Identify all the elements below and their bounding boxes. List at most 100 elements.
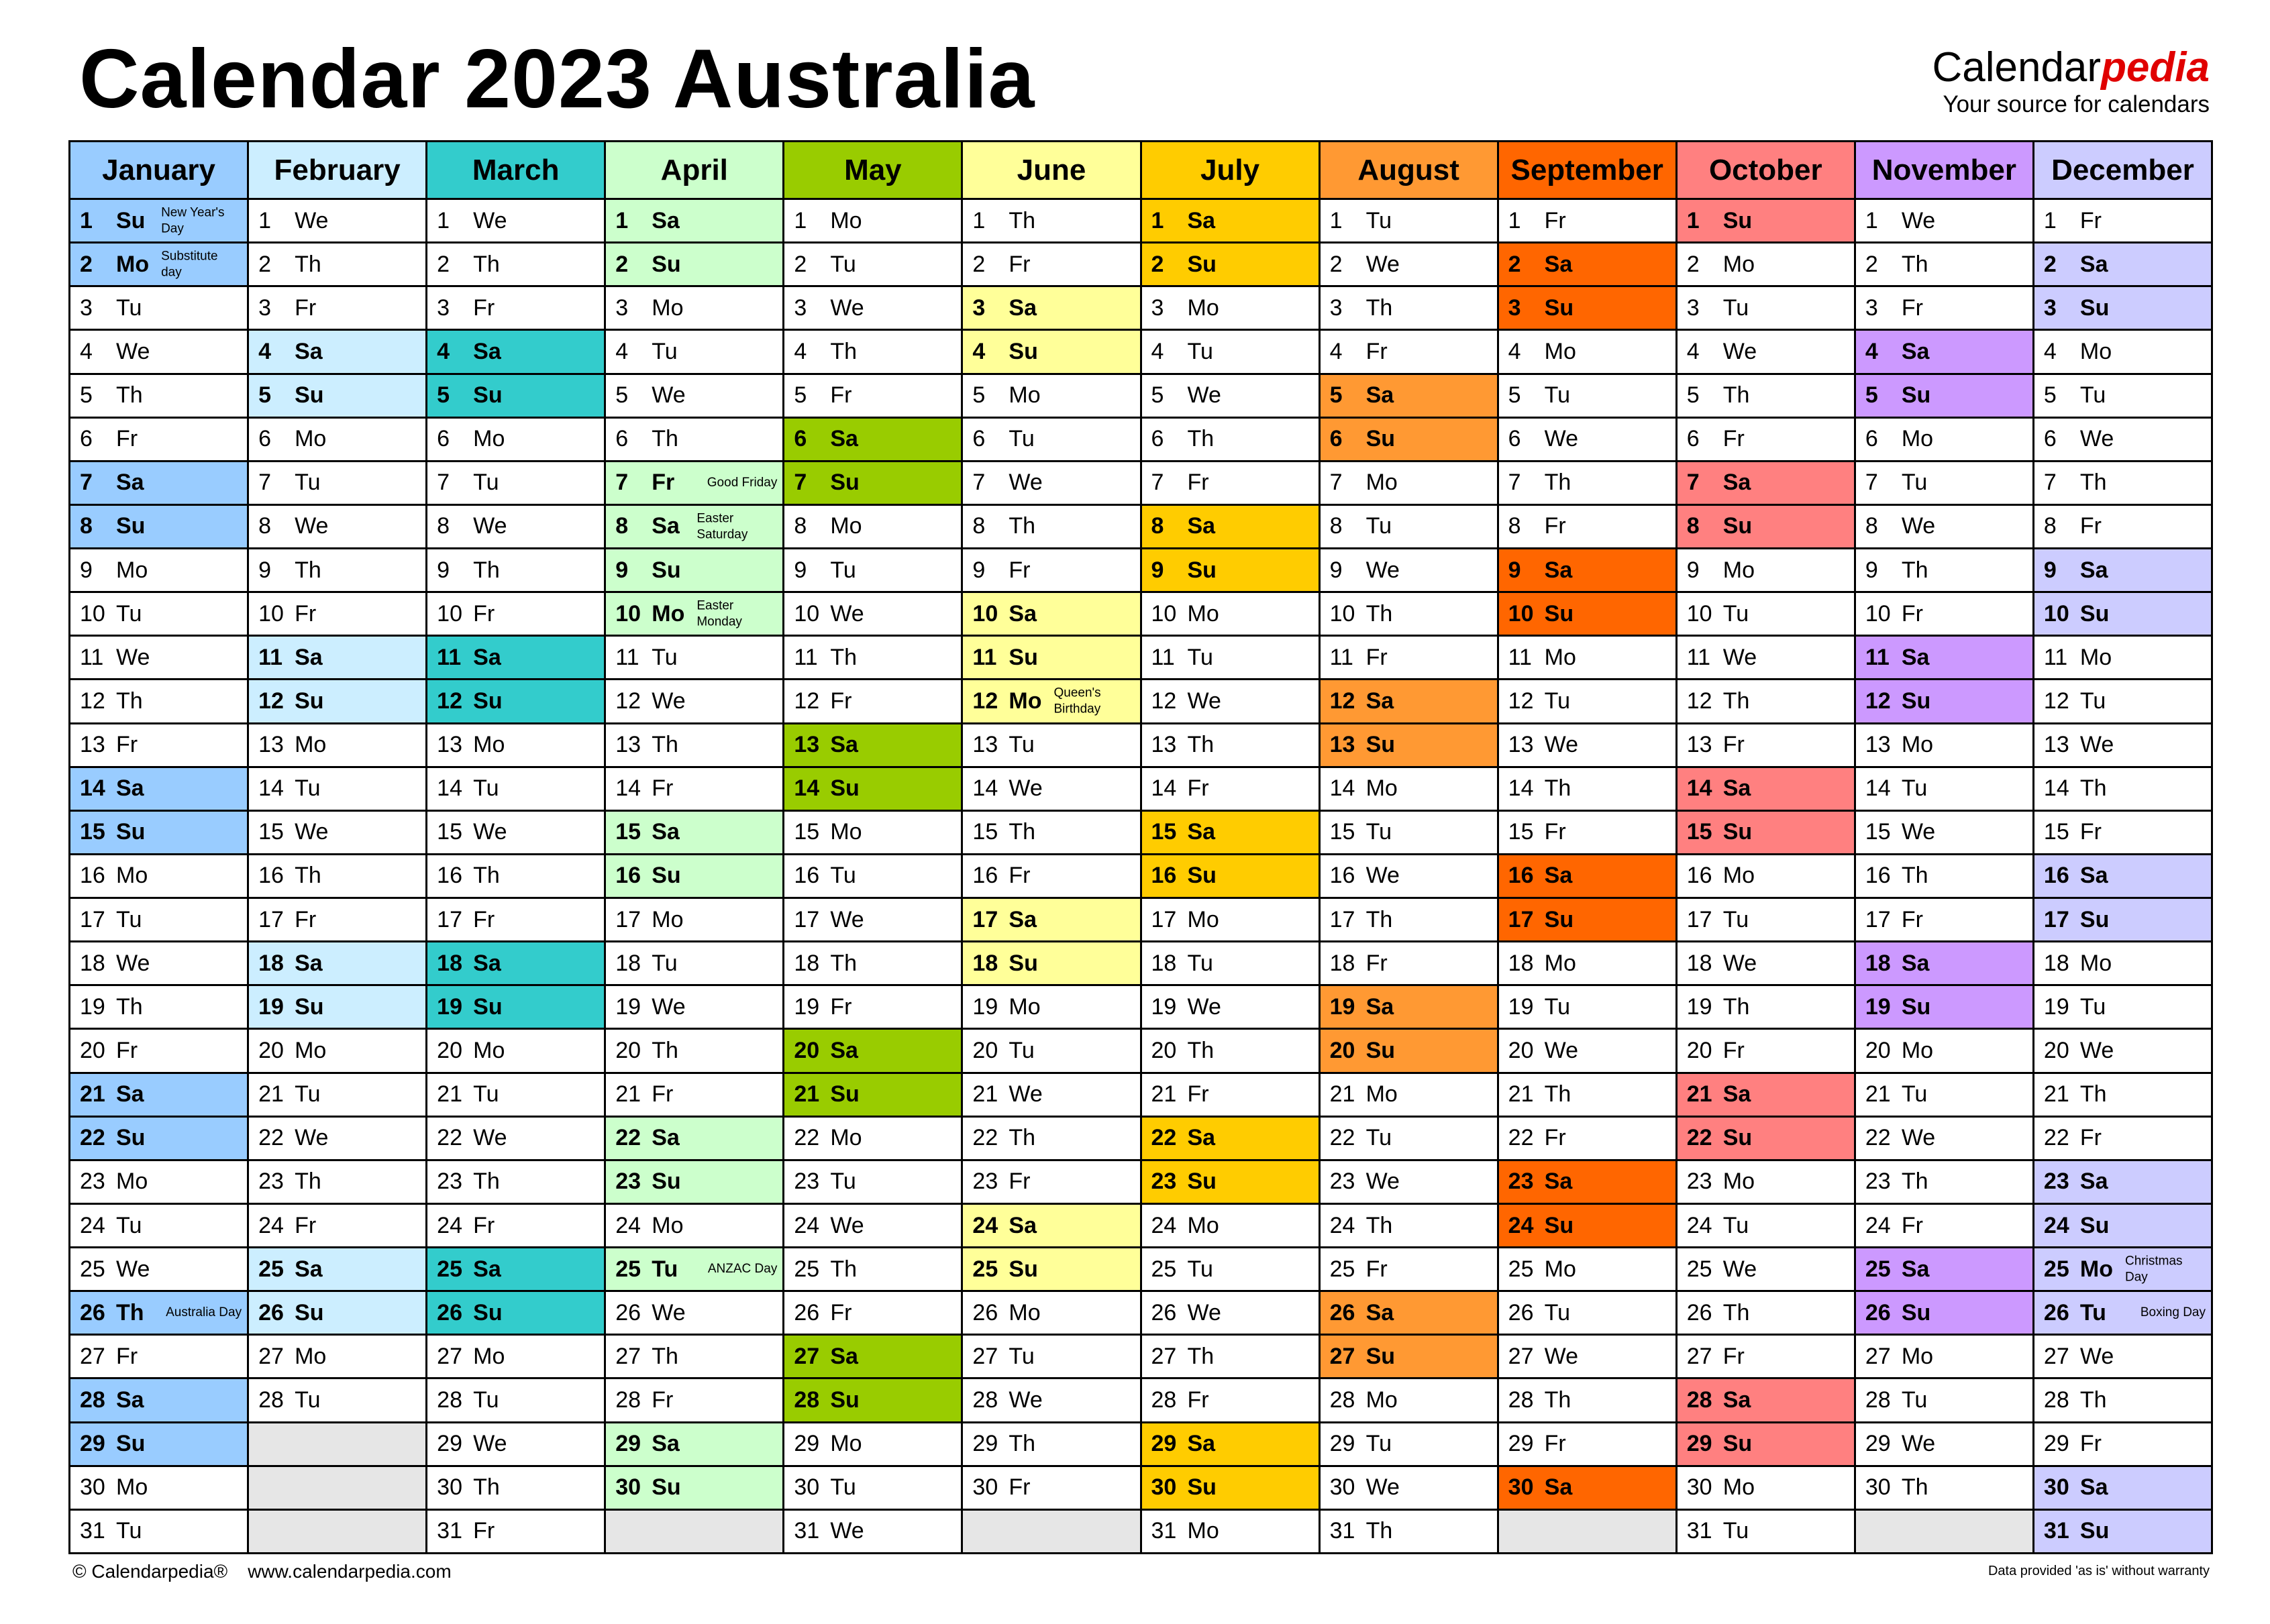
day-cell-may-19[interactable]: 19 Fr	[784, 986, 964, 1030]
day-cell-february-24[interactable]: 24 Fr	[249, 1204, 428, 1249]
day-cell-december-11[interactable]: 11 Mo	[2034, 637, 2213, 681]
day-cell-march-30[interactable]: 30 Th	[427, 1466, 607, 1511]
day-cell-january-4[interactable]: 4 We	[70, 331, 250, 375]
day-cell-october-9[interactable]: 9 Mo	[1677, 549, 1856, 594]
day-cell-january-3[interactable]: 3 Tu	[70, 287, 250, 331]
day-cell-july-28[interactable]: 28 Fr	[1141, 1379, 1321, 1423]
day-cell-july-2[interactable]: 2 Su	[1141, 243, 1321, 288]
day-cell-february-19[interactable]: 19 Su	[249, 986, 428, 1030]
day-cell-july-4[interactable]: 4 Tu	[1141, 331, 1321, 375]
day-cell-february-4[interactable]: 4 Sa	[249, 331, 428, 375]
day-cell-september-2[interactable]: 2 Sa	[1498, 243, 1678, 288]
day-cell-january-9[interactable]: 9 Mo	[70, 549, 250, 594]
day-cell-august-17[interactable]: 17 Th	[1320, 899, 1499, 943]
day-cell-november-14[interactable]: 14 Tu	[1855, 767, 2034, 812]
day-cell-december-31[interactable]: 31 Su	[2034, 1510, 2213, 1554]
day-cell-august-15[interactable]: 15 Tu	[1320, 811, 1499, 855]
day-cell-june-25[interactable]: 25 Su	[963, 1248, 1142, 1293]
day-cell-june-29[interactable]: 29 Th	[963, 1423, 1142, 1467]
day-cell-june-27[interactable]: 27 Tu	[963, 1336, 1142, 1380]
day-cell-december-9[interactable]: 9 Sa	[2034, 549, 2213, 594]
day-cell-february-25[interactable]: 25 Sa	[249, 1248, 428, 1293]
day-cell-february-5[interactable]: 5 Su	[249, 374, 428, 419]
day-cell-october-2[interactable]: 2 Mo	[1677, 243, 1856, 288]
day-cell-july-26[interactable]: 26 We	[1141, 1292, 1321, 1336]
day-cell-december-1[interactable]: 1 Fr	[2034, 200, 2213, 244]
day-cell-july-17[interactable]: 17 Mo	[1141, 899, 1321, 943]
day-cell-july-5[interactable]: 5 We	[1141, 374, 1321, 419]
day-cell-january-30[interactable]: 30 Mo	[70, 1466, 250, 1511]
day-cell-march-27[interactable]: 27 Mo	[427, 1336, 607, 1380]
day-cell-march-12[interactable]: 12 Su	[427, 680, 607, 724]
day-cell-november-1[interactable]: 1 We	[1855, 200, 2034, 244]
day-cell-march-20[interactable]: 20 Mo	[427, 1030, 607, 1074]
day-cell-july-10[interactable]: 10 Mo	[1141, 593, 1321, 637]
day-cell-march-23[interactable]: 23 Th	[427, 1160, 607, 1205]
day-cell-june-26[interactable]: 26 Mo	[963, 1292, 1142, 1336]
day-cell-april-20[interactable]: 20 Th	[606, 1030, 785, 1074]
day-cell-june-9[interactable]: 9 Fr	[963, 549, 1142, 594]
day-cell-march-11[interactable]: 11 Sa	[427, 637, 607, 681]
day-cell-may-13[interactable]: 13 Sa	[784, 724, 964, 768]
day-cell-june-14[interactable]: 14 We	[963, 767, 1142, 812]
day-cell-october-14[interactable]: 14 Sa	[1677, 767, 1856, 812]
website-link[interactable]: www.calendarpedia.com	[248, 1561, 452, 1582]
day-cell-february-8[interactable]: 8 We	[249, 505, 428, 550]
day-cell-may-22[interactable]: 22 Mo	[784, 1117, 964, 1161]
day-cell-june-12[interactable]: 12 Mo Queen's Birthday	[963, 680, 1142, 724]
day-cell-september-5[interactable]: 5 Tu	[1498, 374, 1678, 419]
day-cell-september-10[interactable]: 10 Su	[1498, 593, 1678, 637]
day-cell-may-25[interactable]: 25 Th	[784, 1248, 964, 1293]
day-cell-april-9[interactable]: 9 Su	[606, 549, 785, 594]
day-cell-may-11[interactable]: 11 Th	[784, 637, 964, 681]
day-cell-august-10[interactable]: 10 Th	[1320, 593, 1499, 637]
day-cell-july-3[interactable]: 3 Mo	[1141, 287, 1321, 331]
day-cell-january-21[interactable]: 21 Sa	[70, 1073, 250, 1118]
day-cell-april-29[interactable]: 29 Sa	[606, 1423, 785, 1467]
day-cell-august-22[interactable]: 22 Tu	[1320, 1117, 1499, 1161]
day-cell-august-31[interactable]: 31 Th	[1320, 1510, 1499, 1554]
day-cell-october-3[interactable]: 3 Tu	[1677, 287, 1856, 331]
day-cell-may-27[interactable]: 27 Sa	[784, 1336, 964, 1380]
day-cell-october-20[interactable]: 20 Fr	[1677, 1030, 1856, 1074]
day-cell-april-19[interactable]: 19 We	[606, 986, 785, 1030]
day-cell-january-7[interactable]: 7 Sa	[70, 462, 250, 506]
day-cell-november-22[interactable]: 22 We	[1855, 1117, 2034, 1161]
day-cell-august-6[interactable]: 6 Su	[1320, 418, 1499, 462]
day-cell-july-21[interactable]: 21 Fr	[1141, 1073, 1321, 1118]
day-cell-july-25[interactable]: 25 Tu	[1141, 1248, 1321, 1293]
day-cell-september-3[interactable]: 3 Su	[1498, 287, 1678, 331]
day-cell-october-29[interactable]: 29 Su	[1677, 1423, 1856, 1467]
day-cell-july-16[interactable]: 16 Su	[1141, 855, 1321, 900]
day-cell-march-5[interactable]: 5 Su	[427, 374, 607, 419]
day-cell-february-1[interactable]: 1 We	[249, 200, 428, 244]
day-cell-march-14[interactable]: 14 Tu	[427, 767, 607, 812]
day-cell-november-30[interactable]: 30 Th	[1855, 1466, 2034, 1511]
day-cell-may-6[interactable]: 6 Sa	[784, 418, 964, 462]
day-cell-august-7[interactable]: 7 Mo	[1320, 462, 1499, 506]
day-cell-december-29[interactable]: 29 Fr	[2034, 1423, 2213, 1467]
day-cell-march-26[interactable]: 26 Su	[427, 1292, 607, 1336]
day-cell-november-9[interactable]: 9 Th	[1855, 549, 2034, 594]
day-cell-january-23[interactable]: 23 Mo	[70, 1160, 250, 1205]
day-cell-december-20[interactable]: 20 We	[2034, 1030, 2213, 1074]
day-cell-november-25[interactable]: 25 Sa	[1855, 1248, 2034, 1293]
day-cell-july-19[interactable]: 19 We	[1141, 986, 1321, 1030]
day-cell-january-5[interactable]: 5 Th	[70, 374, 250, 419]
day-cell-february-7[interactable]: 7 Tu	[249, 462, 428, 506]
day-cell-august-14[interactable]: 14 Mo	[1320, 767, 1499, 812]
day-cell-march-10[interactable]: 10 Fr	[427, 593, 607, 637]
day-cell-april-12[interactable]: 12 We	[606, 680, 785, 724]
day-cell-february-16[interactable]: 16 Th	[249, 855, 428, 900]
day-cell-march-18[interactable]: 18 Sa	[427, 942, 607, 987]
day-cell-november-3[interactable]: 3 Fr	[1855, 287, 2034, 331]
day-cell-july-14[interactable]: 14 Fr	[1141, 767, 1321, 812]
day-cell-december-27[interactable]: 27 We	[2034, 1336, 2213, 1380]
day-cell-july-24[interactable]: 24 Mo	[1141, 1204, 1321, 1249]
day-cell-june-17[interactable]: 17 Sa	[963, 899, 1142, 943]
day-cell-june-11[interactable]: 11 Su	[963, 637, 1142, 681]
day-cell-september-14[interactable]: 14 Th	[1498, 767, 1678, 812]
day-cell-september-1[interactable]: 1 Fr	[1498, 200, 1678, 244]
day-cell-march-15[interactable]: 15 We	[427, 811, 607, 855]
day-cell-april-4[interactable]: 4 Tu	[606, 331, 785, 375]
